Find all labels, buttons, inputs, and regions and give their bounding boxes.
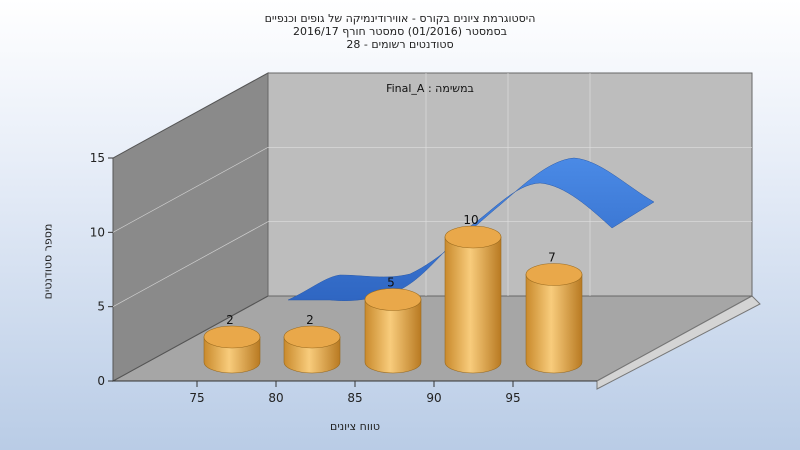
x-axis-label: טווח ציונים <box>330 420 380 433</box>
bar-body <box>364 299 422 374</box>
back-wall <box>267 72 753 297</box>
bar-value-label: 5 <box>387 276 395 290</box>
chart-title-line-2: בסמסטר (01/2016) סמסטר חורף 2016/17 <box>293 25 507 38</box>
assignment-annotation: Final_A : במשימה <box>386 82 474 95</box>
bar-value-label: 2 <box>226 313 234 327</box>
y-axis-label: מספר סטודנטים <box>41 223 55 300</box>
bar-top <box>525 263 583 286</box>
bar-value-label: 10 <box>463 213 478 227</box>
bar-top <box>364 288 422 311</box>
y-tick-label: 15 <box>90 151 105 165</box>
y-tick-label: 5 <box>97 300 105 314</box>
histogram-bar: 5 <box>364 276 422 374</box>
bar-top <box>283 325 341 349</box>
gridline-wall <box>112 147 269 233</box>
x-tick-label: 80 <box>268 391 283 405</box>
y-tick-label: 10 <box>90 225 105 239</box>
bar-body <box>444 236 502 374</box>
x-tick-label: 90 <box>426 391 441 405</box>
bar-top <box>444 225 502 249</box>
x-tick-label: 95 <box>505 391 520 405</box>
histogram-bar: 7 <box>525 251 583 374</box>
histogram-bar: 2 <box>203 313 261 374</box>
y-tick-label: 0 <box>97 374 105 388</box>
x-tick-label: 75 <box>189 391 204 405</box>
bar-body <box>525 274 583 374</box>
histogram-bar: 2 <box>283 313 341 374</box>
bar-value-label: 7 <box>548 251 556 265</box>
x-tick-label: 85 <box>347 391 362 405</box>
chart-title-line-1: היסטוגרמת ציונים בקורס - אווירודינמיקה ש… <box>264 12 536 25</box>
floor-edge <box>596 295 761 390</box>
gridline-wall <box>112 221 269 307</box>
bar-value-label: 2 <box>306 313 314 327</box>
bar-top <box>203 325 261 349</box>
histogram-bar: 10 <box>444 213 502 374</box>
chart-title-line-3: סטודנטים רשומים - 28 <box>346 38 454 51</box>
